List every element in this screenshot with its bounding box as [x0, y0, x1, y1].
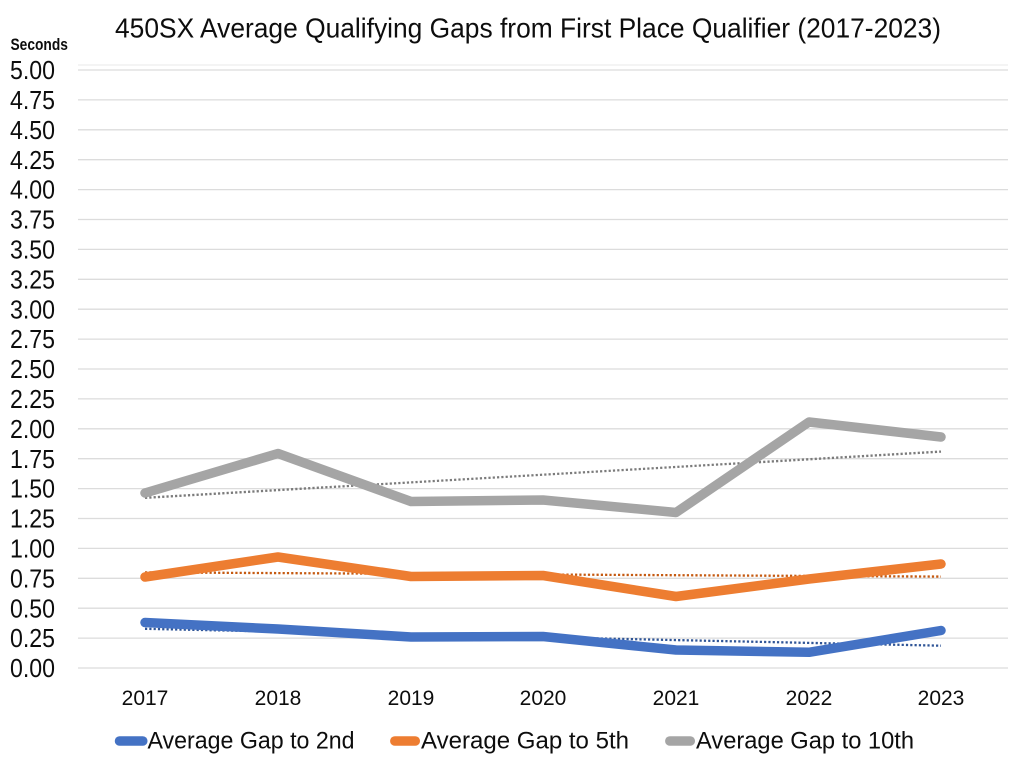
svg-text:1.75: 1.75 — [10, 446, 55, 474]
svg-text:Average Gap to 10th: Average Gap to 10th — [696, 728, 914, 755]
svg-text:2018: 2018 — [255, 687, 302, 710]
svg-text:4.25: 4.25 — [10, 147, 55, 175]
svg-text:450SX Average Qualifying Gaps: 450SX Average Qualifying Gaps from First… — [115, 13, 941, 44]
svg-text:2021: 2021 — [653, 687, 700, 710]
svg-text:1.25: 1.25 — [10, 506, 55, 534]
svg-text:2023: 2023 — [918, 687, 965, 710]
svg-text:2019: 2019 — [388, 687, 435, 710]
svg-text:2022: 2022 — [786, 687, 833, 710]
svg-text:Average Gap to 2nd: Average Gap to 2nd — [148, 728, 355, 755]
svg-text:0.75: 0.75 — [10, 565, 55, 593]
svg-text:Average Gap to 5th: Average Gap to 5th — [421, 728, 629, 755]
svg-text:0.25: 0.25 — [10, 625, 55, 653]
svg-text:0.50: 0.50 — [10, 595, 55, 623]
svg-text:Seconds: Seconds — [11, 35, 68, 54]
svg-text:2.50: 2.50 — [10, 356, 55, 384]
svg-text:4.50: 4.50 — [10, 117, 55, 145]
svg-text:2020: 2020 — [520, 687, 567, 710]
svg-text:2.25: 2.25 — [10, 386, 55, 414]
svg-text:1.50: 1.50 — [10, 476, 55, 504]
svg-text:2.00: 2.00 — [10, 416, 55, 444]
svg-text:1.00: 1.00 — [10, 536, 55, 564]
svg-text:3.50: 3.50 — [10, 237, 55, 265]
svg-text:2.75: 2.75 — [10, 326, 55, 354]
svg-text:5.00: 5.00 — [10, 57, 55, 85]
svg-text:3.25: 3.25 — [10, 266, 55, 294]
svg-text:4.00: 4.00 — [10, 177, 55, 205]
svg-text:4.75: 4.75 — [10, 87, 55, 115]
svg-text:3.00: 3.00 — [10, 296, 55, 324]
svg-text:3.75: 3.75 — [10, 207, 55, 235]
svg-text:2017: 2017 — [122, 687, 169, 710]
svg-text:0.00: 0.00 — [10, 655, 55, 683]
